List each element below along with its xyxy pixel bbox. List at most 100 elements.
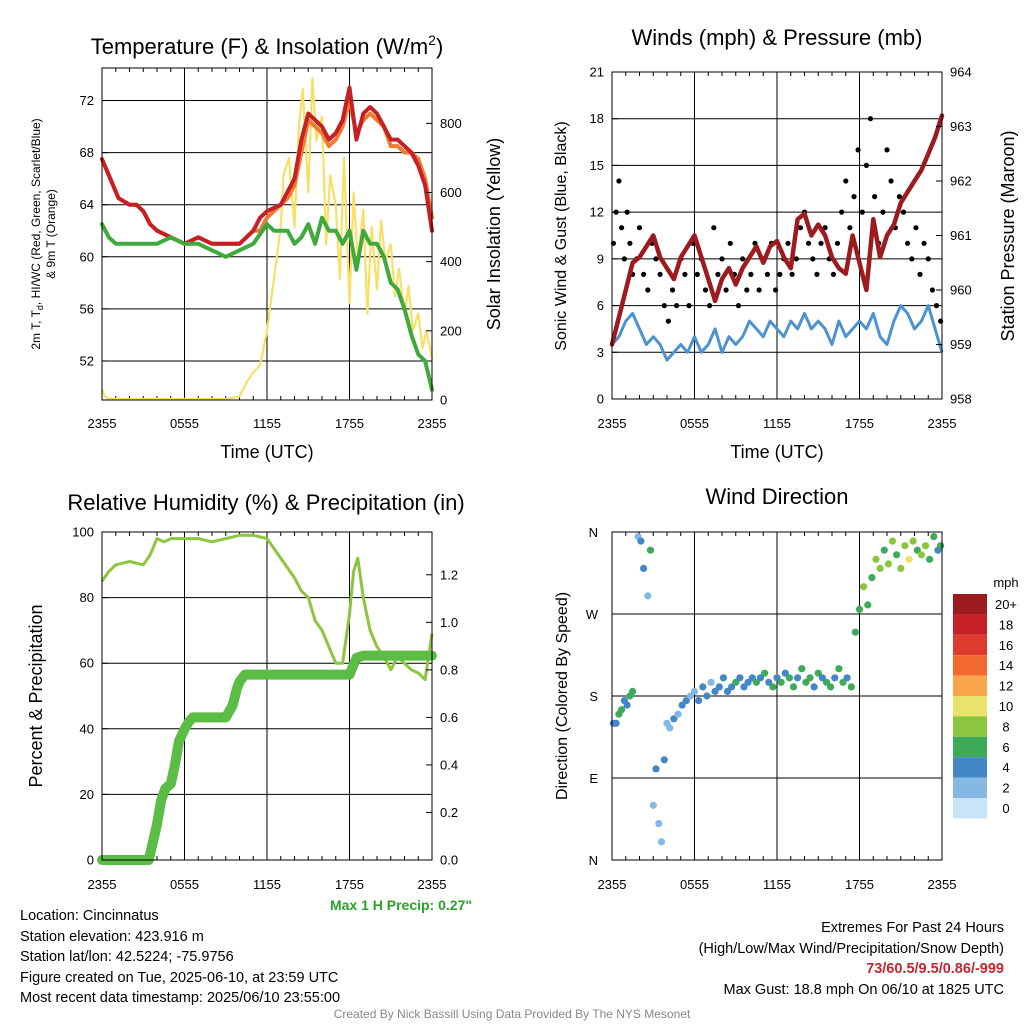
gust-point [913, 225, 919, 231]
legend-label: 0 [1002, 801, 1009, 816]
gust-point [735, 303, 742, 309]
direction-point [868, 574, 876, 582]
direction-point [728, 683, 736, 691]
y2-tick-label: 1.0 [440, 615, 458, 630]
direction-point [612, 719, 620, 727]
y-axis-label: 2m T, Td, HI/WC (Red, Green, Scarlet/Blu… [29, 118, 45, 349]
y2-tick-label: 600 [440, 185, 462, 200]
gust-point [653, 256, 659, 262]
max-gust-text: Max Gust: 18.8 mph On 06/10 at 1825 UTC [723, 981, 1004, 998]
y2-tick-label: 958 [950, 392, 972, 407]
legend-swatch [953, 675, 987, 696]
legend-swatch [953, 594, 987, 615]
series-line-pressure [609, 113, 945, 347]
direction-point [880, 546, 888, 554]
x-tick-label: 1155 [763, 416, 791, 431]
x-tick-label: 1155 [763, 877, 791, 892]
legend-swatch [953, 716, 987, 737]
x-tick-label: 2355 [88, 877, 117, 892]
series-line-dewpoint [100, 215, 434, 392]
y-tick-label: 3 [597, 345, 604, 360]
direction-point [618, 706, 626, 714]
gust-point [810, 256, 816, 262]
chart-title: Winds (mph) & Pressure (mb) [632, 25, 923, 50]
plot-frame [101, 531, 433, 861]
legend-title: mph [993, 575, 1018, 590]
gust-point [707, 303, 713, 309]
direction-point [897, 564, 905, 573]
direction-point [695, 697, 703, 705]
gust-point [859, 209, 865, 215]
x-tick-label: 2355 [928, 877, 957, 892]
direction-point [884, 560, 893, 568]
direction-point [711, 687, 719, 696]
station-info: Location: Cincinnatus Station elevation:… [20, 906, 340, 1009]
y-tick-label: 6 [597, 298, 604, 313]
y2-axis-label: Station Pressure (Maroon) [998, 130, 1018, 341]
y2-tick-label: 963 [950, 119, 972, 134]
gust-point [616, 178, 622, 184]
extremes-values: 73/60.5/9.5/0.86/-999 [866, 961, 1004, 977]
gust-point [674, 303, 680, 309]
gust-point [797, 225, 804, 231]
direction-point [930, 533, 938, 541]
direction-point [835, 665, 843, 673]
y-tick-label: 72 [80, 93, 94, 108]
gust-point [905, 240, 911, 246]
y-axis-label: Percent & Precipitation [26, 604, 46, 787]
x-tick-label: 0555 [170, 877, 199, 892]
legend-swatch [953, 614, 987, 635]
gust-point [764, 271, 771, 277]
y-axis-label: Sonic Wind & Gust (Blue, Black) [553, 121, 570, 350]
gust-point [686, 303, 692, 309]
y2-tick-label: 0 [440, 393, 447, 408]
direction-point [719, 674, 728, 682]
direction-point [678, 701, 686, 709]
direction-point [703, 692, 711, 700]
legend-swatch [953, 655, 987, 676]
gust-point [727, 240, 733, 246]
direction-point [917, 551, 926, 559]
x-tick-label: 1755 [335, 416, 364, 431]
gust-point [657, 271, 663, 277]
gust-point [773, 287, 779, 293]
gust-point [665, 318, 672, 324]
direction-point [623, 701, 631, 709]
x-tick-label: 2355 [928, 416, 957, 431]
gust-point [847, 225, 853, 231]
gust-point [818, 240, 824, 246]
y-tick-label: 60 [80, 656, 94, 671]
legend-label: 6 [1002, 740, 1009, 755]
direction-point [893, 551, 901, 559]
gust-point [645, 287, 651, 293]
x-tick-label: 1755 [335, 877, 364, 892]
y-tick-label: 21 [590, 65, 604, 80]
direction-point [682, 697, 690, 705]
direction-point [876, 564, 884, 573]
direction-point [736, 674, 744, 682]
y2-tick-label: 959 [950, 337, 972, 352]
direction-point [860, 583, 868, 591]
legend-label: 20+ [995, 597, 1017, 612]
y2-axis-label: Solar Insolation (Yellow) [484, 138, 504, 330]
chart-title: Wind Direction [705, 484, 848, 509]
created-text: Figure created on Tue, 2025-06-10, at 23… [20, 969, 339, 986]
direction-point [674, 710, 682, 718]
gust-point [661, 303, 667, 309]
y2-tick-label: 400 [440, 254, 462, 269]
x-tick-label: 2355 [418, 416, 447, 431]
legend-label: 2 [1002, 781, 1009, 796]
y2-tick-label: 0.0 [440, 853, 458, 868]
direction-point [640, 564, 648, 573]
direction-point [655, 820, 663, 828]
gust-point [785, 240, 791, 246]
gust-point [777, 271, 783, 277]
gust-point [925, 256, 931, 262]
direction-point [781, 669, 789, 677]
series-line-wind-speed [610, 304, 944, 362]
direction-point [699, 683, 707, 691]
gust-point [843, 178, 849, 184]
direction-point [789, 683, 798, 691]
y2-tick-label: 964 [950, 65, 972, 80]
